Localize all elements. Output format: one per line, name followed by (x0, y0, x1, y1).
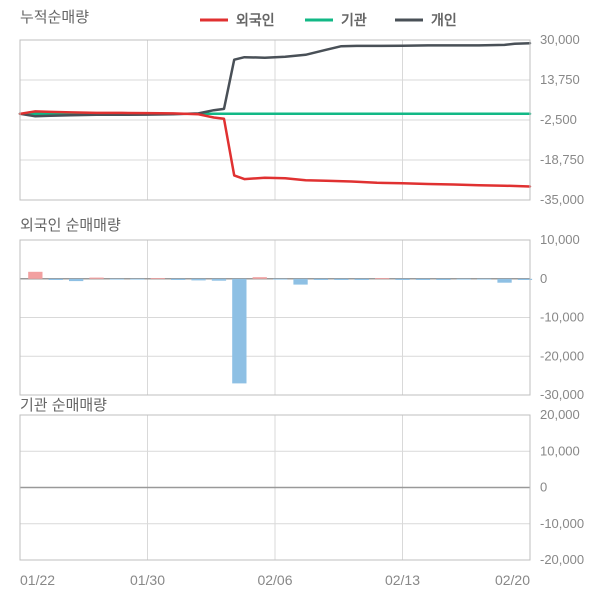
y-tick-label: -20,000 (540, 552, 584, 567)
bar (191, 279, 205, 281)
legend-label: 기관 (341, 12, 367, 28)
bar (293, 279, 307, 285)
legend-label: 개인 (431, 12, 457, 28)
x-tick-label: 01/30 (130, 572, 165, 588)
bar (375, 278, 389, 279)
panel-title: 기관 순매매량 (20, 397, 107, 414)
x-tick-label: 02/13 (385, 572, 420, 588)
panel-title: 누적순매량 (20, 9, 89, 26)
legend-label: 외국인 (236, 12, 275, 28)
bar (314, 279, 328, 280)
y-tick-label: -30,000 (540, 387, 584, 402)
y-tick-label: 10,000 (540, 232, 580, 247)
y-tick-label: 0 (540, 480, 547, 495)
bar (457, 279, 471, 280)
x-tick-label: 02/20 (495, 572, 530, 588)
bar (28, 272, 42, 279)
bar (416, 279, 430, 280)
bar (212, 279, 226, 281)
y-tick-label: 0 (540, 271, 547, 286)
y-tick-label: -10,000 (540, 310, 584, 325)
bar (151, 278, 165, 279)
bar (334, 279, 348, 280)
bar (130, 279, 144, 280)
bar (232, 279, 246, 384)
bar (436, 279, 450, 280)
bar (253, 277, 267, 279)
x-tick-label: 01/22 (20, 572, 55, 588)
bar (49, 279, 63, 280)
y-tick-label: 10,000 (540, 443, 580, 458)
y-tick-label: -2,500 (540, 112, 577, 127)
y-tick-label: -18,750 (540, 152, 584, 167)
bar (89, 278, 103, 279)
bar (497, 279, 511, 283)
y-tick-label: 20,000 (540, 407, 580, 422)
bar (110, 279, 124, 280)
y-tick-label: -35,000 (540, 192, 584, 207)
y-tick-label: -10,000 (540, 516, 584, 531)
chart-container: 누적순매량 30,000 13,750 -2,500 -18,750 -35,000 외국인… (0, 0, 600, 604)
x-tick-label: 02/06 (257, 572, 292, 588)
y-tick-label: 13,750 (540, 72, 580, 87)
y-tick-label: -20,000 (540, 348, 584, 363)
multi-panel-chart: 누적순매량 30,000 13,750 -2,500 -18,750 -35,000 외국인… (0, 0, 600, 604)
panel-title: 외국인 순매매량 (20, 217, 121, 234)
bar (273, 279, 287, 280)
bar (355, 279, 369, 280)
bar (69, 279, 83, 281)
bar (477, 279, 491, 280)
y-tick-label: 30,000 (540, 32, 580, 47)
bar (395, 279, 409, 280)
bar (171, 279, 185, 280)
